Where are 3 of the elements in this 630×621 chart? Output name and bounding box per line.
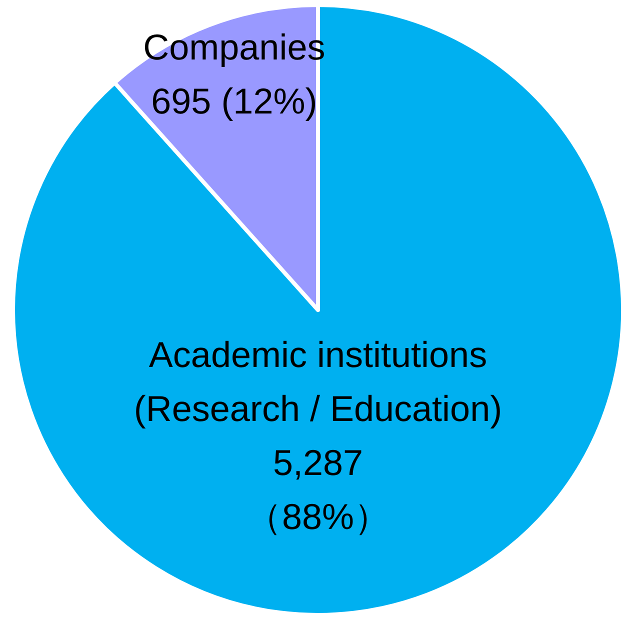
data-label: 5,287 （88%） xyxy=(246,442,390,537)
slice-label: Academic institutions (Research / Education) xyxy=(134,334,502,429)
data-label: 695 (12%) xyxy=(151,80,318,122)
